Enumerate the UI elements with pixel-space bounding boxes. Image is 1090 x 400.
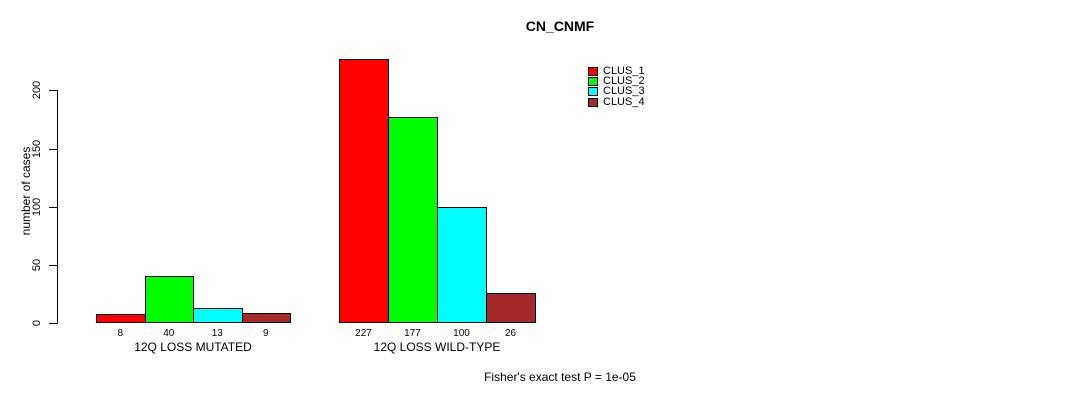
bar-value-label: 100 — [453, 328, 470, 339]
bar-clus_4-group2 — [486, 293, 536, 323]
legend-label: CLUS_1 — [603, 64, 645, 77]
legend-label: CLUS_4 — [603, 95, 645, 108]
bar-clus_2-group2 — [388, 117, 438, 323]
bar-value-label: 227 — [355, 328, 372, 339]
bar-clus_3-group2 — [437, 207, 487, 323]
bar-value-label: 9 — [262, 328, 269, 339]
fisher-test-annotation: Fisher's exact test P = 1e-05 — [484, 370, 636, 384]
bar-value-label: 26 — [504, 328, 517, 339]
bar-value-label: 13 — [211, 328, 223, 339]
category-label: 12Q LOSS MUTATED — [134, 340, 252, 354]
bar-value-label: 40 — [163, 328, 175, 339]
y-axis-tick-label: 200 — [31, 81, 43, 100]
y-axis-line — [57, 90, 58, 324]
bar-clus_3-group1 — [193, 308, 243, 323]
y-axis-tick — [49, 207, 57, 208]
bar-value-label: 8 — [117, 328, 124, 339]
legend-swatch-clus_2 — [588, 76, 598, 86]
chart-title: CN_CNMF — [525, 18, 595, 34]
y-axis-tick-label: 0 — [31, 319, 43, 327]
y-axis-tick — [49, 323, 57, 324]
legend-label: CLUS_3 — [603, 85, 645, 98]
legend-swatch-clus_1 — [588, 66, 598, 76]
bar-clus_2-group1 — [144, 276, 194, 323]
bar-clus_1-group2 — [339, 59, 389, 323]
legend-swatch-clus_4 — [588, 97, 598, 107]
legend-swatch-clus_3 — [588, 87, 598, 97]
legend-row: CLUS_2 — [588, 74, 645, 87]
y-axis-tick — [49, 149, 57, 150]
y-axis-tick — [49, 265, 57, 266]
legend-label: CLUS_2 — [603, 74, 645, 87]
legend-row: CLUS_3 — [588, 85, 645, 98]
bar-clus_1-group1 — [96, 314, 146, 323]
category-label: 12Q LOSS WILD-TYPE — [373, 340, 501, 354]
bar-clus_4-group1 — [241, 313, 291, 323]
y-axis-label: number of cases — [19, 146, 33, 236]
legend-row: CLUS_4 — [588, 95, 645, 108]
bar-value-label: 177 — [404, 328, 421, 339]
legend-row: CLUS_1 — [588, 64, 645, 77]
y-axis-tick — [49, 90, 57, 91]
y-axis-tick-label: 150 — [31, 139, 43, 158]
y-axis-tick-label: 50 — [31, 258, 43, 271]
y-axis-tick-label: 100 — [31, 197, 43, 216]
